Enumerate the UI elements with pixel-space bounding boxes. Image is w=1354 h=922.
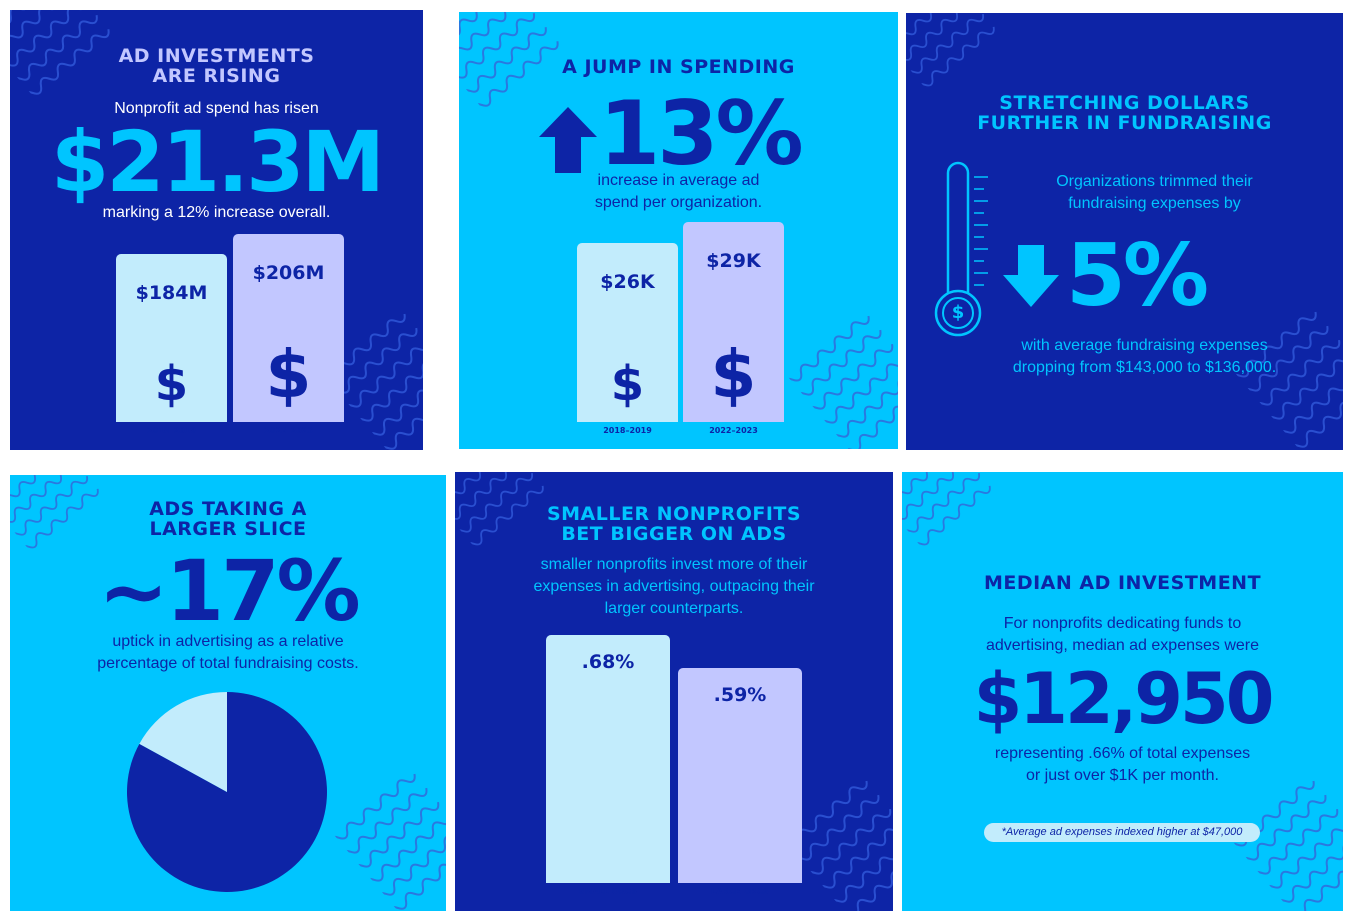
bar xyxy=(116,254,227,422)
category-label: 2022–2023 xyxy=(709,426,758,435)
panel-heading: A JUMP IN SPENDING xyxy=(562,56,795,78)
wave-decoration xyxy=(320,747,446,911)
panel-caption: with average fundraising expenses droppi… xyxy=(926,335,1343,379)
bar xyxy=(683,222,784,422)
footnote-text: *Average ad expenses indexed higher at $… xyxy=(1001,826,1243,838)
heading-line: FURTHER IN FUNDRAISING xyxy=(977,112,1272,134)
text-line: expenses in advertising, outpacing their xyxy=(533,578,815,595)
dollar-icon: $ xyxy=(710,336,757,413)
panel-subtitle: Nonprofit ad spend has risen xyxy=(114,100,319,117)
panel-median-ad-investment: MEDIAN AD INVESTMENT For nonprofits dedi… xyxy=(902,472,1343,911)
category-label: 2022–2023 xyxy=(264,426,313,435)
caption-line: uptick in advertising as a relative xyxy=(112,633,344,650)
text-line: For nonprofits dedicating funds to xyxy=(1003,615,1242,632)
panel-heading: SMALLER NONPROFITS BET BIGGER ON ADS xyxy=(455,504,893,544)
text-line: advertising, median ad expenses were xyxy=(985,637,1260,654)
arrow-down-icon xyxy=(1003,245,1059,307)
big-stat: 13% xyxy=(599,82,804,185)
bar-value-label: $206M xyxy=(252,262,325,284)
panel-ads-larger-slice: ADS TAKING A LARGER SLICE ~17% uptick in… xyxy=(10,475,446,911)
bar-value-label: $184M xyxy=(135,282,208,304)
text-line: smaller nonprofits invest more of their xyxy=(540,556,808,573)
caption-line: percentage of total fundraising costs. xyxy=(97,655,359,672)
heading-line: ADS TAKING A xyxy=(149,498,307,520)
bar xyxy=(577,243,678,422)
panel-stretching-dollars: STRETCHING DOLLARS FURTHER IN FUNDRAISIN… xyxy=(906,13,1343,450)
heading-line: STRETCHING DOLLARS xyxy=(999,92,1250,114)
wave-decoration xyxy=(906,13,1006,93)
dollar-icon: $ xyxy=(951,302,965,323)
panel-heading: STRETCHING DOLLARS FURTHER IN FUNDRAISIN… xyxy=(906,93,1343,133)
bar-value-label: $26K xyxy=(600,271,655,293)
category-label: 2018–2019 xyxy=(147,426,196,435)
caption-line: spend per organization. xyxy=(594,194,763,211)
panel-caption: representing .66% of total expenses or j… xyxy=(902,743,1343,787)
caption-line: or just over $1K per month. xyxy=(1026,767,1219,784)
category-label: SMALL ORGS xyxy=(578,887,638,896)
big-stat: $21.3M xyxy=(50,113,385,211)
bar-value-label: .59% xyxy=(713,684,767,706)
panel-text: smaller nonprofits invest more of their … xyxy=(455,554,893,620)
arrow-up-icon xyxy=(539,107,597,173)
dollar-icon: $ xyxy=(154,356,189,412)
footnote-pill: *Average ad expenses indexed higher at $… xyxy=(984,823,1260,842)
bar-chart-ad-spend: $184M $2018–2019 $206M $2022–2023 xyxy=(10,10,423,450)
caption-line: dropping from $143,000 to $136,000. xyxy=(1012,359,1277,376)
panel-jump-in-spending: A JUMP IN SPENDING 13% increase in avera… xyxy=(459,12,898,449)
caption-line: with average fundraising expenses xyxy=(1021,337,1268,354)
big-stat: 5% xyxy=(1066,226,1209,326)
caption-line: increase in average ad xyxy=(597,172,760,189)
bar-chart-avg-spend: $26K $2018–2019 $29K $2022–2023 xyxy=(459,12,898,449)
bar xyxy=(678,668,802,883)
category-label: LARGE ORGS xyxy=(711,887,769,896)
panel-heading: ADS TAKING A LARGER SLICE xyxy=(10,499,446,539)
pie-chart xyxy=(127,692,327,892)
panel-text: For nonprofits dedicating funds to adver… xyxy=(902,613,1343,657)
category-label: 2018–2019 xyxy=(603,426,652,435)
text-line: Organizations trimmed their xyxy=(1056,173,1253,190)
panel-caption: uptick in advertising as a relative perc… xyxy=(10,631,446,675)
panel-heading: MEDIAN AD INVESTMENT xyxy=(983,572,1262,594)
heading-line: AD INVESTMENTS xyxy=(118,45,315,67)
caption-line: representing .66% of total expenses xyxy=(994,745,1251,762)
bar xyxy=(546,635,670,883)
big-stat: ~17% xyxy=(98,542,360,640)
thermometer-icon xyxy=(934,161,988,337)
dollar-icon: $ xyxy=(610,356,645,412)
panel-caption: increase in average ad spend per organiz… xyxy=(459,170,898,214)
bar-value-label: .68% xyxy=(581,651,635,673)
panel-ad-investments: AD INVESTMENTS ARE RISING Nonprofit ad s… xyxy=(10,10,423,450)
pie-slice-advertising xyxy=(139,692,227,792)
dollar-icon: $ xyxy=(265,336,312,413)
panel-text: Organizations trimmed their fundraising … xyxy=(966,171,1343,215)
heading-line: SMALLER NONPROFITS xyxy=(546,503,802,525)
panel-heading: AD INVESTMENTS ARE RISING xyxy=(10,46,423,86)
text-line: fundraising expenses by xyxy=(1068,195,1241,212)
heading-line: BET BIGGER ON ADS xyxy=(561,523,787,545)
bar xyxy=(233,234,344,422)
wave-decoration xyxy=(902,472,1002,552)
panel-smaller-nonprofits: SMALLER NONPROFITS BET BIGGER ON ADS sma… xyxy=(455,472,893,911)
text-line: larger counterparts. xyxy=(604,600,744,617)
panel-caption: marking a 12% increase overall. xyxy=(102,204,331,221)
big-stat: $12,950 xyxy=(973,658,1275,740)
bar-chart-org-size: .68% SMALL ORGS .59% LARGE ORGS xyxy=(455,472,893,911)
heading-line: LARGER SLICE xyxy=(149,518,307,540)
heading-line: ARE RISING xyxy=(152,65,281,87)
bar-value-label: $29K xyxy=(706,250,761,272)
